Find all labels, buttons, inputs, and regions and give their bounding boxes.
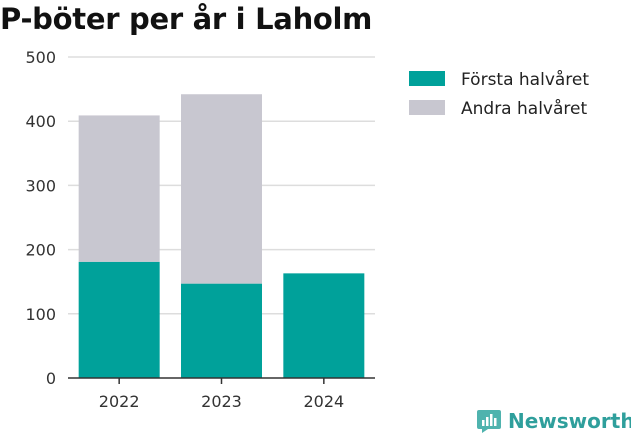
legend-swatch	[409, 71, 445, 86]
bar-2023-series-2	[181, 94, 262, 284]
newsworthy-logo: Newsworthy	[476, 408, 631, 434]
bar-2022-series-1	[78, 261, 160, 378]
x-tick-label: 2022	[99, 392, 140, 411]
x-tick-label: 2023	[201, 392, 242, 411]
legend-swatch	[409, 100, 445, 115]
bar-2024-series-1	[283, 273, 365, 378]
y-axis-ticks: 0 100 200 300 400 500	[25, 48, 56, 388]
y-tick-label: 300	[25, 176, 56, 195]
bar-2023-series-1	[181, 283, 262, 378]
x-axis-ticks: 2022 2023 2024	[99, 378, 344, 411]
y-tick-label: 400	[25, 112, 56, 131]
x-tick-label: 2024	[303, 392, 344, 411]
y-tick-label: 100	[25, 305, 56, 324]
y-tick-label: 0	[46, 369, 56, 388]
y-tick-label: 200	[25, 241, 56, 260]
brand-name: Newsworthy	[508, 409, 631, 433]
bars	[78, 94, 365, 378]
chart-title: P-böter per år i Laholm	[0, 2, 373, 36]
legend: Första halvåret Andra halvåret	[409, 69, 589, 119]
bar-2022-series-2	[78, 115, 160, 262]
y-tick-label: 500	[25, 48, 56, 67]
newsworthy-icon	[477, 410, 501, 433]
legend-label: Första halvåret	[461, 69, 589, 90]
legend-label: Andra halvåret	[461, 98, 587, 119]
